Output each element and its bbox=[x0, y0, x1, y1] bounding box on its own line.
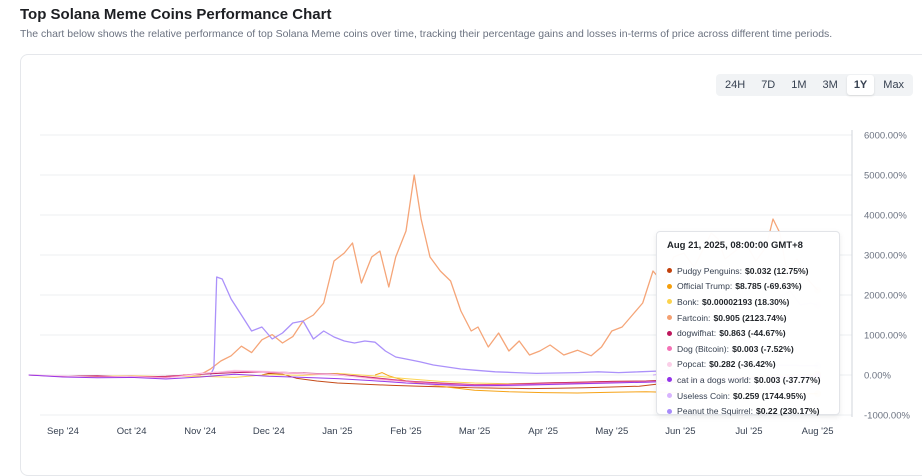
tooltip-series-name: cat in a dogs world: bbox=[677, 374, 752, 385]
tooltip-series-name: Pudgy Penguins: bbox=[677, 265, 742, 276]
tooltip-series-name: Dog (Bitcoin): bbox=[677, 343, 730, 354]
tab-1m[interactable]: 1M bbox=[791, 79, 807, 91]
y-axis-ticks: 6000.00% 5000.00% 4000.00% 3000.00% 2000.00%… bbox=[864, 131, 911, 422]
tooltip-series-name: Fartcoin: bbox=[677, 312, 711, 323]
tab-7d[interactable]: 7D bbox=[761, 79, 776, 91]
x-tick-label: Mar '25 bbox=[459, 426, 490, 437]
tooltip-row: Dog (Bitcoin): $0.003 (-7.52%) bbox=[667, 341, 829, 357]
y-tick-label: 5000.00% bbox=[864, 171, 907, 182]
page-description: The chart below shows the relative perfo… bbox=[20, 28, 833, 40]
tooltip-series-value: $0.003 (-37.77%) bbox=[754, 374, 821, 385]
series-color-dot bbox=[667, 377, 672, 383]
tab-3m[interactable]: 3M bbox=[822, 79, 838, 91]
series-color-dot bbox=[667, 408, 672, 414]
tooltip-row: dogwifhat: $0.863 (-44.67%) bbox=[667, 325, 829, 341]
tab-max[interactable]: Max bbox=[883, 79, 905, 91]
x-tick-label: Jul '25 bbox=[735, 426, 762, 437]
tab-1y[interactable]: 1Y bbox=[846, 75, 875, 95]
time-range-tabs: 24H 7D 1M 3M 1Y Max bbox=[716, 74, 914, 96]
y-tick-label: 4000.00% bbox=[864, 211, 907, 222]
x-tick-label: Apr '25 bbox=[528, 426, 558, 437]
tooltip-row: Peanut the Squirrel: $0.22 (230.17%) bbox=[667, 403, 829, 419]
tooltip-row: Bonk: $0.00002193 (18.30%) bbox=[667, 294, 829, 310]
tooltip-date: Aug 21, 2025, 08:00:00 GMT+8 bbox=[667, 240, 803, 251]
tooltip-series-value: $0.003 (-7.52%) bbox=[732, 343, 794, 354]
tooltip-series-value: $0.863 (-44.67%) bbox=[719, 328, 786, 339]
series-color-dot bbox=[667, 299, 672, 305]
x-tick-label: Jan '25 bbox=[322, 426, 352, 437]
series-color-dot bbox=[667, 393, 672, 399]
tooltip-series-value: $0.032 (12.75%) bbox=[744, 265, 809, 276]
series-color-dot bbox=[667, 283, 672, 289]
tooltip-rows: Pudgy Penguins: $0.032 (12.75%) Official T… bbox=[667, 263, 829, 419]
tooltip-series-name: Bonk: bbox=[677, 296, 699, 307]
series-color-dot bbox=[667, 268, 672, 274]
tooltip-series-name: Peanut the Squirrel: bbox=[677, 406, 753, 417]
tooltip-series-name: Useless Coin: bbox=[677, 390, 731, 401]
tooltip-series-value: $0.259 (1744.95%) bbox=[733, 390, 807, 401]
tooltip-row: Fartcoin: $0.905 (2123.74%) bbox=[667, 310, 829, 326]
tooltip-series-name: Popcat: bbox=[677, 359, 707, 370]
tooltip-row: Official Trump: $8.785 (-69.63%) bbox=[667, 279, 829, 295]
x-tick-label: Aug '25 bbox=[802, 426, 834, 437]
x-tick-label: Nov '24 bbox=[184, 426, 216, 437]
x-tick-label: May '25 bbox=[595, 426, 628, 437]
tooltip-series-value: $0.00002193 (18.30%) bbox=[701, 296, 790, 307]
tooltip-series-value: $8.785 (-69.63%) bbox=[735, 281, 802, 292]
tooltip-row: Pudgy Penguins: $0.032 (12.75%) bbox=[667, 263, 829, 279]
tooltip-series-name: Official Trump: bbox=[677, 281, 733, 292]
tooltip-series-value: $0.905 (2123.74%) bbox=[713, 312, 787, 323]
page-title: Top Solana Meme Coins Performance Chart bbox=[20, 6, 332, 23]
tab-24h[interactable]: 24H bbox=[725, 79, 746, 91]
series-color-dot bbox=[667, 330, 672, 336]
tooltip-row: Popcat: $0.282 (-36.42%) bbox=[667, 357, 829, 373]
x-axis-ticks: Sep '24 Oct '24 Nov '24 Dec '24 Jan '25 Feb '… bbox=[47, 426, 834, 437]
y-tick-label: 3000.00% bbox=[864, 251, 907, 262]
tooltip-series-name: dogwifhat: bbox=[677, 328, 717, 339]
x-tick-label: Sep '24 bbox=[47, 426, 79, 437]
y-tick-label: 0.00% bbox=[864, 371, 891, 382]
tooltip-series-value: $0.282 (-36.42%) bbox=[709, 359, 776, 370]
x-tick-label: Jun '25 bbox=[665, 426, 695, 437]
tooltip-row: cat in a dogs world: $0.003 (-37.77%) bbox=[667, 372, 829, 388]
x-tick-label: Feb '25 bbox=[390, 426, 421, 437]
series-color-dot bbox=[667, 361, 672, 367]
series-color-dot bbox=[667, 346, 672, 352]
chart-tooltip: Aug 21, 2025, 08:00:00 GMT+8 Pudgy Pengu… bbox=[656, 231, 840, 416]
tooltip-series-value: $0.22 (230.17%) bbox=[755, 406, 820, 417]
x-tick-label: Oct '24 bbox=[117, 426, 147, 437]
series-color-dot bbox=[667, 315, 672, 321]
y-tick-label: 2000.00% bbox=[864, 291, 907, 302]
y-tick-label: -1000.00% bbox=[864, 411, 911, 422]
y-tick-label: 1000.00% bbox=[864, 331, 907, 342]
y-tick-label: 6000.00% bbox=[864, 131, 907, 142]
x-tick-label: Dec '24 bbox=[253, 426, 285, 437]
tooltip-row: Useless Coin: $0.259 (1744.95%) bbox=[667, 388, 829, 404]
